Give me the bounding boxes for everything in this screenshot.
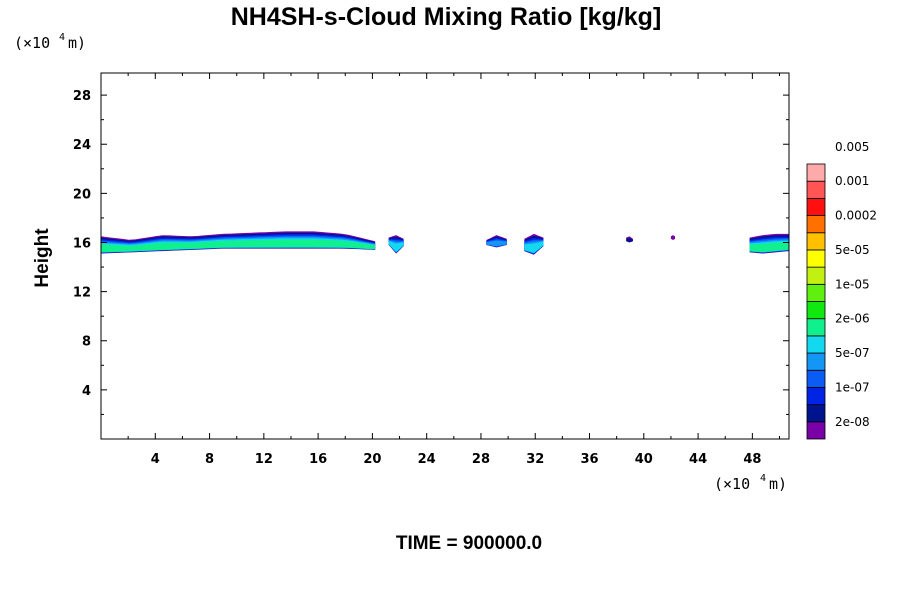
cloud-region (626, 236, 633, 243)
colorbar-swatch (806, 421, 826, 440)
plot-frame (100, 72, 790, 440)
cloud-region (749, 233, 789, 254)
cloud-region (670, 235, 675, 240)
x-tick-label: 40 (635, 452, 653, 467)
x-axis-ticks: 4 8 12 16 20 24 28 32 36 40 44 48 (127, 73, 781, 467)
x-tick-label: 44 (689, 452, 707, 467)
y-unit-exp: 4 (59, 32, 65, 43)
x-tick-label: 12 (255, 452, 273, 467)
x-tick-label: 16 (309, 452, 327, 467)
chart-title: NH4SH-s-Cloud Mixing Ratio [kg/kg] (231, 3, 662, 31)
cloud-level-band (524, 241, 544, 253)
colorbar-label: 0.0002 (835, 209, 877, 223)
colorbar-swatch (806, 249, 826, 268)
colorbar-swatch (806, 301, 826, 320)
x-tick-label: 48 (743, 452, 761, 467)
x-tick-label: 4 (151, 452, 160, 467)
time-label: TIME = 900000.0 (396, 533, 542, 554)
colorbar-label: 0.001 (835, 174, 869, 188)
x-tick-label: 36 (580, 452, 598, 467)
colorbar-label: 5e-05 (835, 243, 870, 257)
cloud-region (486, 235, 507, 248)
x-tick-label: 24 (418, 452, 436, 467)
colorbar-label: 1e-07 (835, 380, 870, 394)
colorbar-swatch (806, 283, 826, 302)
cloud-region (101, 231, 376, 254)
colorbar-swatch (806, 404, 826, 423)
cloud-level-band (626, 238, 633, 243)
x-unit-suffix: m) (769, 475, 787, 493)
colorbar-label: 2e-08 (835, 415, 870, 429)
y-tick-label: 4 (82, 384, 91, 399)
x-unit-exp: 4 (760, 473, 766, 484)
colorbar-label: 0.005 (835, 140, 869, 154)
plot-regions (101, 231, 789, 255)
colorbar-swatch (806, 369, 826, 388)
cloud-level-band (388, 241, 404, 252)
y-tick-label: 8 (82, 335, 91, 350)
x-unit-prefix: (×10 (714, 475, 750, 493)
x-tick-label: 20 (363, 452, 381, 467)
y-tick-label: 24 (73, 138, 91, 153)
x-unit-label: (×10 4 m) (714, 473, 787, 493)
colorbar-label: 2e-06 (835, 312, 870, 326)
colorbar-label: 5e-07 (835, 346, 870, 360)
y-tick-label: 28 (73, 89, 91, 104)
x-tick-label: 28 (472, 452, 490, 467)
x-tick-label: 32 (526, 452, 544, 467)
colorbar-swatch (806, 163, 826, 182)
colorbar-swatch (806, 387, 826, 406)
cloud-region (524, 233, 544, 255)
colorbar-swatch (806, 232, 826, 251)
cloud-level-band (749, 242, 789, 252)
x-tick-label: 8 (205, 452, 214, 467)
cloud-level-band (486, 240, 507, 247)
colorbar-swatch (806, 352, 826, 371)
y-unit-suffix: m) (68, 34, 86, 52)
y-unit-prefix: (×10 (14, 34, 50, 52)
cloud-region (388, 235, 404, 254)
colorbar-swatch (806, 215, 826, 234)
y-axis-ticks: 4 8 12 16 20 24 28 (73, 89, 789, 415)
y-axis-label: Height (32, 228, 53, 288)
colorbar: 2e-08 1e-07 5e-07 2e-06 1e-05 5e-05 0.0002 0.00… (806, 140, 877, 440)
colorbar-swatch (806, 180, 826, 199)
y-tick-label: 16 (73, 236, 91, 251)
cloud-level-band (670, 235, 675, 240)
y-tick-label: 12 (73, 286, 91, 301)
colorbar-swatch (806, 197, 826, 216)
colorbar-swatch (806, 335, 826, 354)
colorbar-swatch (806, 318, 826, 337)
cloud-level-band (101, 239, 376, 253)
y-tick-label: 20 (73, 187, 91, 202)
y-unit-label: (×10 4 m) (14, 32, 86, 52)
colorbar-swatch (806, 266, 826, 285)
colorbar-label: 1e-05 (835, 277, 870, 291)
